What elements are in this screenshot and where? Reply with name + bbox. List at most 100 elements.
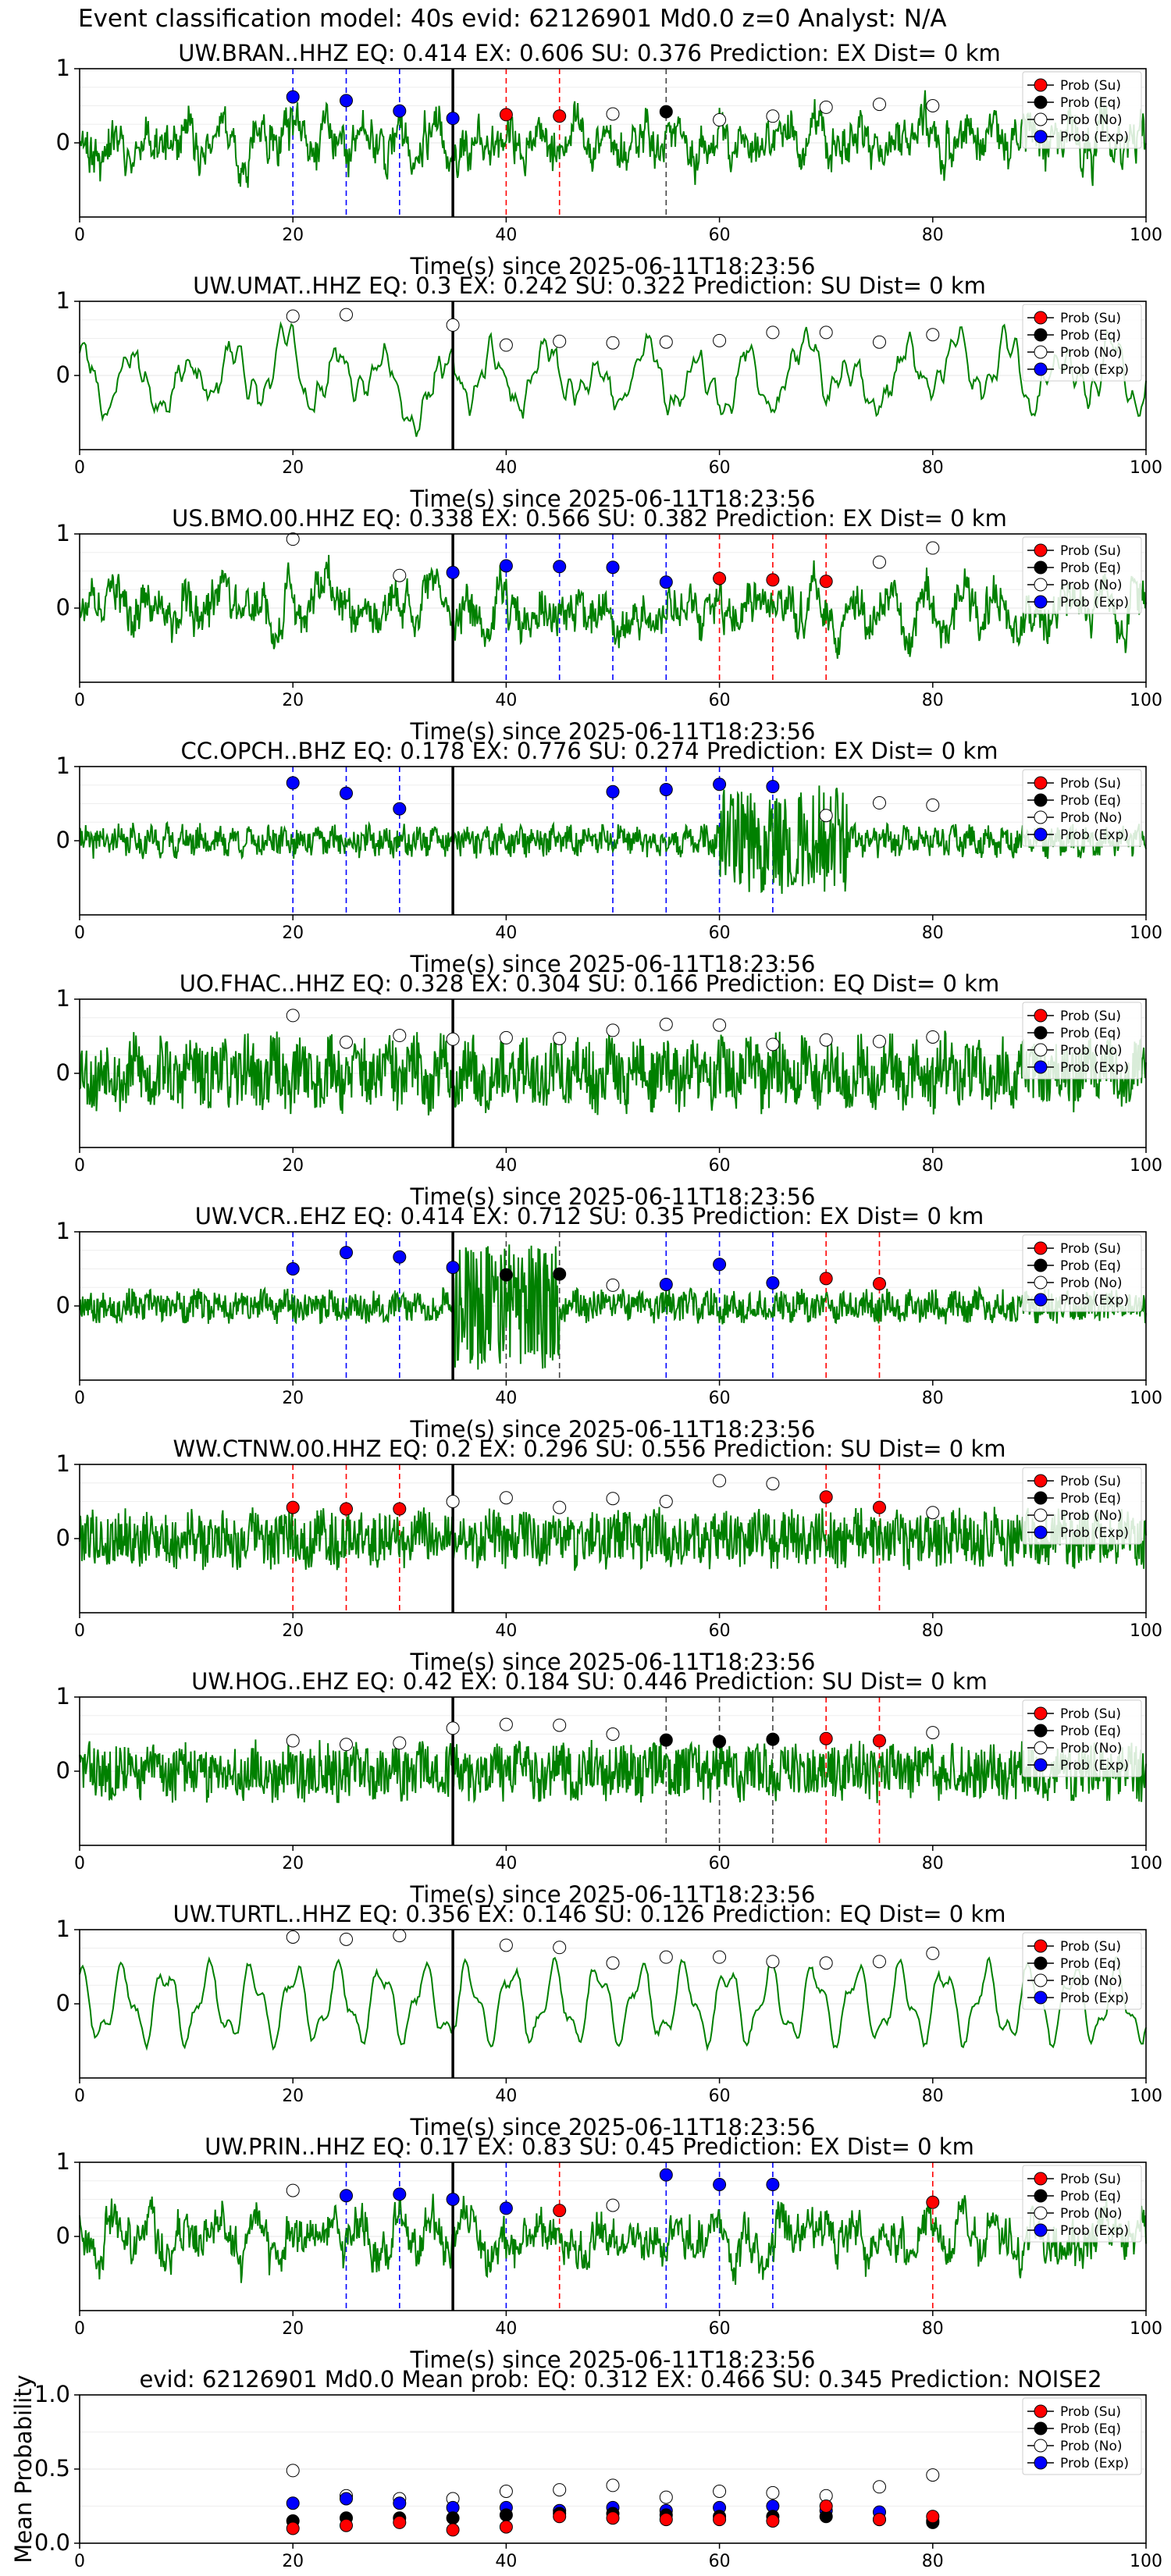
prob-point-no (553, 1500, 567, 1514)
legend-marker-exp (1034, 130, 1048, 144)
legend-label-eq: Prob (Eq) (1060, 1258, 1121, 1274)
mean-point-su (553, 2510, 567, 2524)
legend-marker-su (1034, 2404, 1048, 2418)
legend-marker-eq (1034, 1258, 1048, 1272)
legend-label-exp: Prob (Exp) (1060, 827, 1129, 843)
prob-point-eq (659, 1733, 673, 1747)
x-tick-label: 20 (282, 2319, 304, 2339)
chart-panel-6: WW.CTNW.00.HHZ EQ: 0.2 EX: 0.296 SU: 0.5… (56, 1436, 1162, 1675)
x-tick-label: 40 (495, 2087, 517, 2106)
mean-point-eq (499, 2508, 513, 2522)
prob-point-exp (393, 104, 407, 118)
prob-point-exp (713, 777, 727, 792)
prob-point-no (873, 1034, 886, 1048)
prob-point-no (553, 1718, 567, 1732)
x-tick-label: 100 (1130, 458, 1162, 478)
mean-point-su (393, 2515, 407, 2529)
legend-marker-no (1034, 1741, 1048, 1755)
legend-marker-no (1034, 1973, 1048, 1987)
legend-label-eq: Prob (Eq) (1060, 95, 1121, 111)
prob-point-no (819, 809, 833, 823)
x-tick-label: 80 (922, 1156, 944, 1176)
prob-point-no (819, 1033, 833, 1047)
legend-label-eq: Prob (Eq) (1060, 1491, 1121, 1507)
chart-panel-7: UW.HOG..EHZ EQ: 0.42 EX: 0.184 SU: 0.446… (56, 1668, 1162, 1908)
x-tick-label: 100 (1130, 226, 1162, 245)
prob-point-no (926, 99, 940, 112)
x-tick-label: 20 (282, 2087, 304, 2106)
mean-point-no (713, 2485, 727, 2498)
x-tick-label: 60 (709, 1389, 731, 1408)
y-tick-label: 1 (56, 985, 70, 1012)
waveform-trace (79, 90, 1147, 188)
x-tick-label: 0 (74, 226, 85, 245)
y-tick-label: 0 (56, 1757, 70, 1784)
y-tick-label: 1 (56, 287, 70, 314)
chart-panel-4: UO.FHAC..HHZ EQ: 0.328 EX: 0.304 SU: 0.1… (56, 970, 1162, 1210)
legend-box (1022, 304, 1142, 382)
chart-title: UW.TURTL..HHZ EQ: 0.356 EX: 0.146 SU: 0.… (173, 1901, 1006, 1927)
prob-point-no (766, 1037, 780, 1051)
y-tick-label: 0 (56, 827, 70, 853)
mean-point-exp (286, 2496, 300, 2510)
prob-point-no (926, 1030, 940, 1044)
legend-box (1022, 71, 1142, 149)
x-tick-label: 40 (495, 1621, 517, 1641)
legend-label-exp: Prob (Exp) (1060, 362, 1129, 378)
y-tick-label: 0 (56, 1292, 70, 1318)
x-tick-label: 100 (1130, 691, 1162, 710)
x-tick-label: 40 (495, 2319, 517, 2339)
mean-point-no (606, 2478, 620, 2492)
prob-point-su (766, 573, 780, 587)
prob-point-su (819, 1490, 833, 1504)
x-tick-label: 60 (709, 1854, 731, 1873)
prob-point-no (446, 1495, 460, 1508)
chart-title: US.BMO.00.HHZ EQ: 0.338 EX: 0.566 SU: 0.… (172, 505, 1007, 532)
waveform-trace (79, 1739, 1147, 1804)
prob-point-no (446, 1721, 460, 1735)
prob-point-no (606, 336, 620, 350)
prob-point-su (286, 1500, 300, 1514)
x-tick-label: 80 (922, 2319, 944, 2339)
legend-label-exp: Prob (Exp) (1060, 1758, 1129, 1774)
mean-point-su (873, 2513, 886, 2527)
x-tick-label: 40 (495, 2552, 517, 2571)
page-title: Event classification model: 40s evid: 62… (78, 5, 947, 33)
legend-label-su: Prob (Su) (1060, 2172, 1121, 2187)
legend-marker-exp (1034, 2456, 1048, 2470)
legend-marker-eq (1034, 2421, 1048, 2435)
x-tick-label: 20 (282, 1621, 304, 1641)
legend-label-no: Prob (No) (1060, 2206, 1123, 2222)
y-tick-label: 1.0 (34, 2381, 70, 2407)
legend-label-exp: Prob (Exp) (1060, 2456, 1129, 2471)
prob-point-su (393, 1502, 407, 1516)
legend-label-su: Prob (Su) (1060, 1241, 1121, 1257)
x-tick-label: 20 (282, 923, 304, 943)
prob-point-exp (286, 90, 300, 104)
prob-point-exp (713, 2178, 727, 2191)
prob-point-no (340, 1932, 353, 1946)
legend-marker-exp (1034, 1758, 1048, 1772)
prob-point-exp (499, 2201, 513, 2215)
chart-title: CC.OPCH..BHZ EQ: 0.178 EX: 0.776 SU: 0.2… (180, 738, 998, 764)
x-tick-label: 0 (74, 2319, 85, 2339)
prob-point-exp (393, 802, 407, 816)
legend-label-su: Prob (Su) (1060, 1939, 1121, 1955)
prob-point-no (766, 1955, 780, 1969)
x-axis-label: Time(s) since 2025-06-11T18:23:56 (410, 718, 816, 745)
prob-point-exp (553, 560, 567, 574)
prob-point-exp (340, 94, 353, 108)
legend-marker-exp (1034, 2223, 1048, 2237)
x-tick-label: 80 (922, 691, 944, 710)
prob-point-no (926, 1946, 940, 1960)
prob-point-no (499, 1030, 513, 1044)
prob-point-exp (659, 1277, 673, 1291)
x-tick-label: 40 (495, 1389, 517, 1408)
legend-label-no: Prob (No) (1060, 1741, 1123, 1756)
chart-title: UW.VCR..EHZ EQ: 0.414 EX: 0.712 SU: 0.35… (195, 1203, 984, 1229)
legend-marker-exp (1034, 1060, 1048, 1074)
x-tick-label: 0 (74, 691, 85, 710)
mean-point-su (446, 2523, 460, 2537)
x-tick-label: 80 (922, 2552, 944, 2571)
